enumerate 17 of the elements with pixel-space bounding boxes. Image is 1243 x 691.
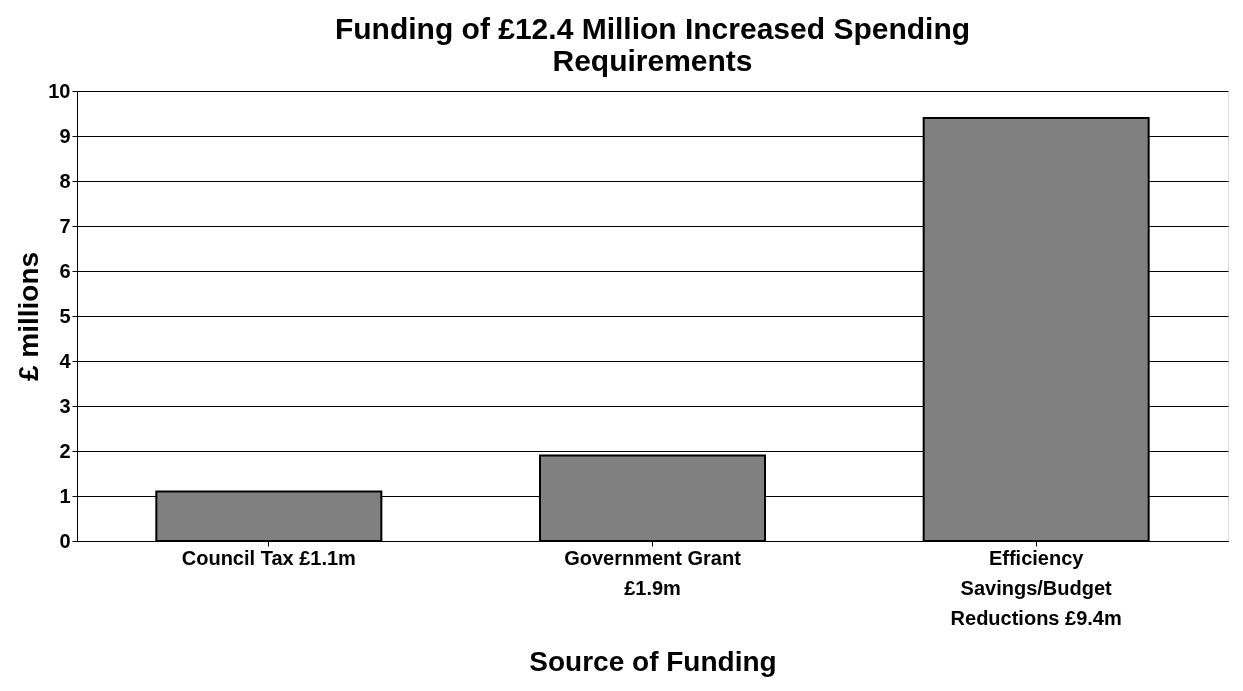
y-axis-title: £ millions xyxy=(13,251,45,382)
x-tick-label: Government Grant £1.9m xyxy=(564,546,742,599)
y-tick-label: 6 xyxy=(59,259,71,282)
y-tick-label: 2 xyxy=(59,439,71,462)
x-tick-label: Council Tax £1.1m xyxy=(181,546,356,569)
x-tick-label: Efficiency Savings/Budget Reductions £9.4m xyxy=(950,546,1122,629)
y-tick-label: 10 xyxy=(48,79,71,102)
x-axis-title: Source of Funding xyxy=(529,645,777,677)
y-tick-label: 9 xyxy=(59,124,71,147)
y-tick-label: 5 xyxy=(59,304,71,327)
y-tick-label: 7 xyxy=(59,214,71,237)
y-tick-label: 3 xyxy=(59,394,71,417)
y-tick-label: 8 xyxy=(59,169,71,192)
y-tick-label: 0 xyxy=(59,529,71,552)
y-tick-label: 4 xyxy=(59,349,72,372)
chart-title: Funding of £12.4 Million Increased Spending Requirements xyxy=(334,12,971,77)
y-tick-label: 1 xyxy=(59,484,71,507)
